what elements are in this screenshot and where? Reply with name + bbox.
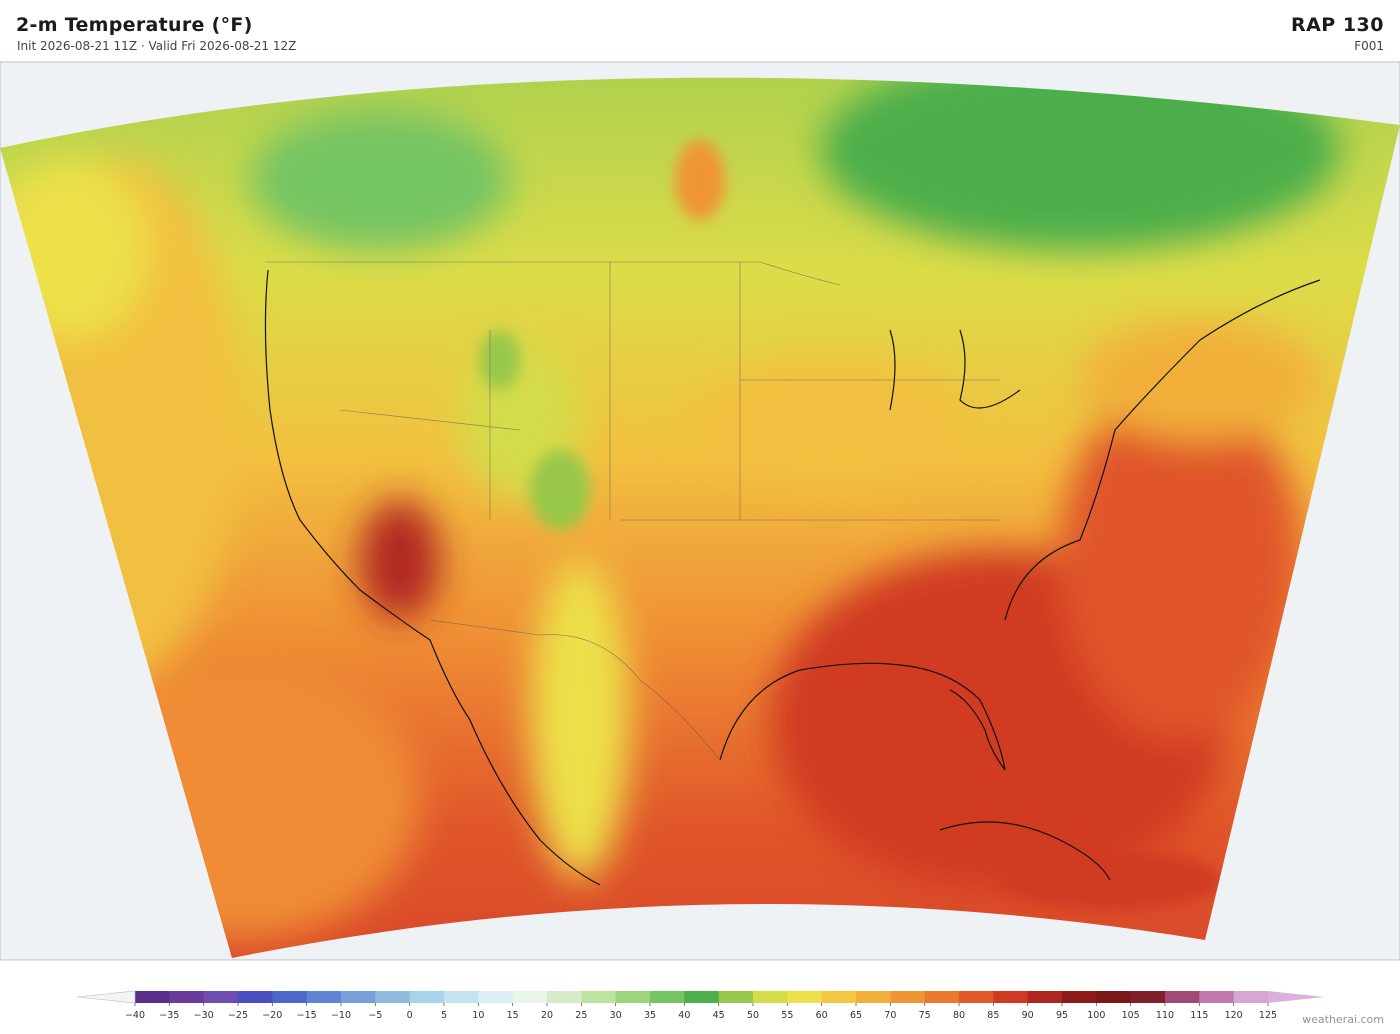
colorbar-tick-label: 15 [507,1010,519,1021]
colorbar-swatch [341,991,376,1003]
colorbar-tick-label: 40 [678,1010,690,1021]
colorbar-swatch [1233,991,1269,1003]
colorbar-tick-label: 45 [713,1010,725,1021]
colorbar-swatch [272,991,308,1003]
colorbar-tick-label: −15 [297,1010,317,1021]
colorbar: −40 −35 −30 −25 −20 −15 −10 −5 0 5 10 15 20 25 30 35 40 4… [76,990,1324,1021]
colorbar-swatch [135,991,170,1003]
forecast-hour: F001 [1354,39,1384,53]
colorbar-swatch [787,991,823,1003]
colorbar-under [76,990,136,1004]
colorbar-tick-label: 35 [644,1010,656,1021]
colorbar-swatch [375,991,411,1003]
colorbar-swatch [581,991,617,1003]
colorbar-swatch [1027,991,1063,1003]
colorbar-tick-label: −35 [159,1010,179,1021]
subtitle: Init 2026-08-21 11Z · Valid Fri 2026-08-… [17,39,297,53]
colorbar-swatch [478,991,514,1003]
temperature-field [0,77,1400,959]
colorbar-swatch [821,991,857,1003]
colorbar-tick-label: 50 [747,1010,759,1021]
colorbar-swatch [1199,991,1235,1003]
colorbar-swatch [169,991,205,1003]
colorbar-tick-label: 25 [575,1010,587,1021]
colorbar-tick-label: −5 [368,1010,382,1021]
colorbar-tick-label: 20 [541,1010,553,1021]
colorbar-tick-label: 115 [1190,1010,1208,1021]
colorbar-swatch [753,991,788,1003]
colorbar-swatch [1165,991,1200,1003]
colorbar-swatch [238,991,273,1003]
colorbar-tick-label: −30 [194,1010,214,1021]
colorbar-tick-label: 5 [441,1010,447,1021]
colorbar-tick-label: −20 [262,1010,282,1021]
colorbar-swatch [890,991,926,1003]
colorbar-swatch [993,991,1029,1003]
colorbar-tick-label: 60 [816,1010,828,1021]
colorbar-tick-label: 85 [987,1010,999,1021]
colorbar-tick-label: 30 [610,1010,622,1021]
colorbar-tick-label: 110 [1156,1010,1174,1021]
title: 2-m Temperature (°F) [16,14,253,36]
colorbar-tick-label: 0 [407,1010,413,1021]
colorbar-tick-label: 95 [1056,1010,1068,1021]
colorbar-swatch [1062,991,1097,1003]
colorbar-swatch [856,991,891,1003]
header: 2-m Temperature (°F) Init 2026-08-21 11Z… [0,0,1400,62]
colorbar-swatch [718,991,754,1003]
colorbar-swatch [203,991,239,1003]
colorbar-over [1268,991,1324,1003]
colorbar-tick-label: 70 [884,1010,896,1021]
colorbar-tick-label: 75 [919,1010,931,1021]
colorbar-tick-label: 65 [850,1010,862,1021]
colorbar-tick-label: 90 [1022,1010,1034,1021]
credit: weatherai.com [1302,1013,1384,1026]
model-name: RAP 130 [1290,14,1384,36]
colorbar-swatch [959,991,994,1003]
colorbar-swatch [1096,991,1132,1003]
colorbar-swatch [409,991,445,1003]
coastlines [264,269,1321,886]
colorbar-swatch [650,991,685,1003]
borders [265,261,1000,761]
colorbar-swatch [924,991,960,1003]
colorbar-swatch [306,991,342,1003]
colorbar-tick-label: 55 [781,1010,793,1021]
colorbar-tick-label: −25 [228,1010,248,1021]
colorbar-tick-label: 125 [1259,1010,1277,1021]
colorbar-swatch [684,991,720,1003]
colorbar-tick-label: 105 [1122,1010,1140,1021]
colorbar-swatch [444,991,479,1003]
colorbar-tick-label: −10 [331,1010,351,1021]
colorbar-tick-label: 120 [1225,1010,1243,1021]
colorbar-swatch [1130,991,1166,1003]
colorbar-swatch [615,991,651,1003]
colorbar-swatch [547,991,582,1003]
colorbar-tick-label: 10 [472,1010,484,1021]
colorbar-tick-label: 80 [953,1010,965,1021]
colorbar-swatch [512,991,548,1003]
colorbar-tick-label: −40 [125,1010,145,1021]
colorbar-tick-label: 100 [1087,1010,1105,1021]
